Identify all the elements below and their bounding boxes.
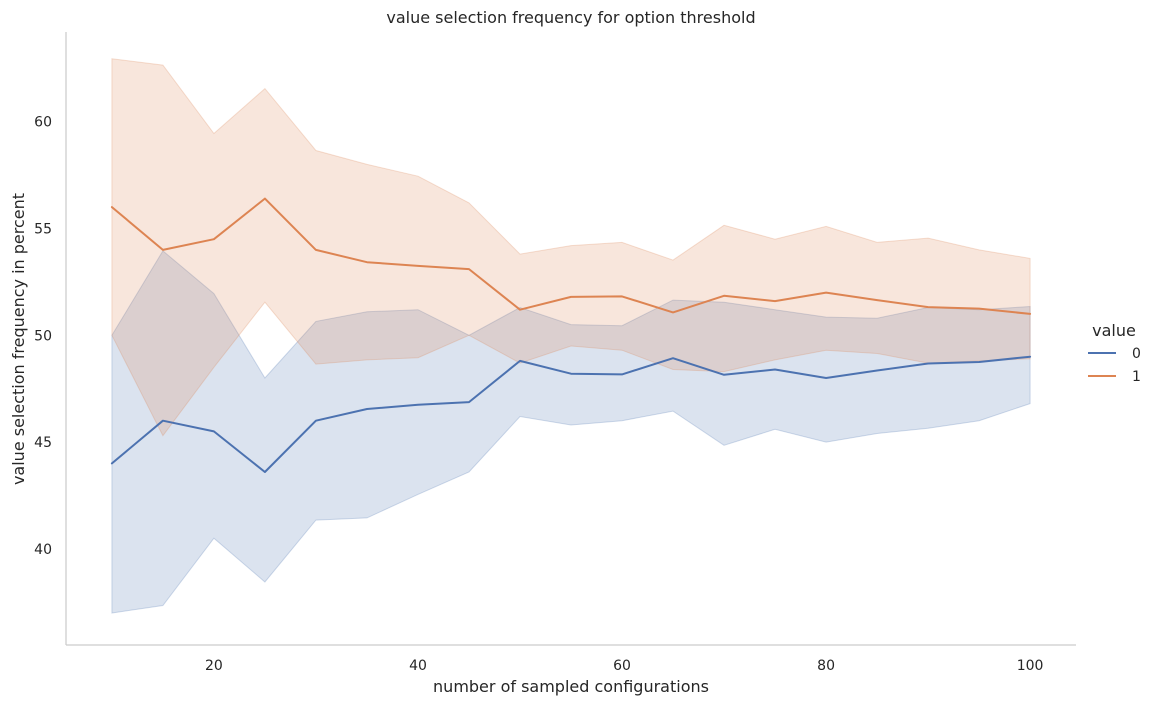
y-tick-label: 40 <box>34 542 52 558</box>
legend-label-0: 0 <box>1132 346 1141 362</box>
x-tick-labels: 20 40 60 80 100 <box>205 658 1043 674</box>
line-series-0 <box>110 355 1032 473</box>
y-tick-label: 50 <box>34 328 52 344</box>
x-tick-label: 100 <box>1017 658 1044 674</box>
legend-title: value <box>1092 321 1136 340</box>
series-lines <box>110 197 1032 473</box>
line-series-1 <box>110 197 1032 315</box>
x-tick-label: 40 <box>409 658 427 674</box>
x-tick-label: 80 <box>817 658 835 674</box>
y-axis-label: value selection frequency in percent <box>9 193 28 485</box>
x-tick-label: 20 <box>205 658 223 674</box>
x-tick-label: 60 <box>613 658 631 674</box>
y-tick-label: 55 <box>34 222 52 238</box>
chart-title: value selection frequency for option thr… <box>386 8 755 27</box>
legend: value 0 1 <box>1088 321 1141 385</box>
x-axis-label: number of sampled configurations <box>433 677 709 696</box>
y-tick-label: 45 <box>34 435 52 451</box>
ci-band-series-0 <box>111 250 1031 614</box>
y-tick-label: 60 <box>34 115 52 131</box>
legend-label-1: 1 <box>1132 369 1141 385</box>
y-tick-labels: 40 45 50 55 60 <box>34 115 52 558</box>
ci-band-series-1 <box>111 58 1031 437</box>
confidence-bands <box>111 58 1031 614</box>
